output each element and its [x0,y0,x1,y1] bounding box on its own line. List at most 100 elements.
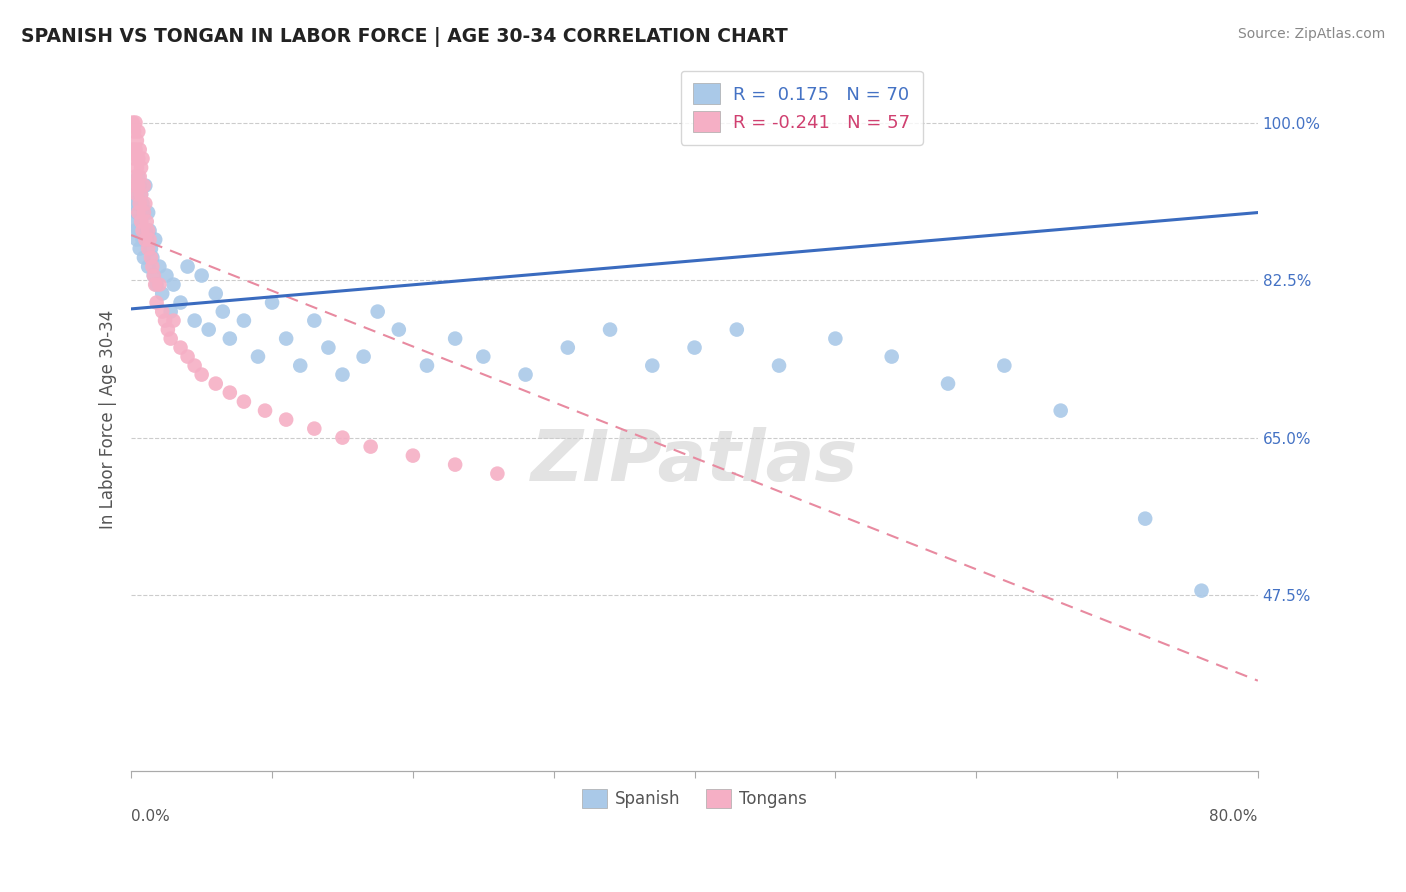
Point [290,359,312,373]
Point [136,223,159,237]
Point [134,223,156,237]
Point [128,178,150,193]
Point [176,260,198,274]
Point [169,295,191,310]
Point [132,178,155,193]
Point [128,169,150,184]
Point [304,313,326,327]
Point [444,332,467,346]
Point [176,350,198,364]
Point [159,332,181,346]
Point [132,205,155,219]
Point [444,458,467,472]
Text: 80.0%: 80.0% [1209,809,1258,824]
Point [246,350,269,364]
Point [1191,583,1213,598]
Point [153,313,176,327]
Point [125,233,148,247]
Point [127,169,149,184]
Point [169,341,191,355]
Point [139,251,162,265]
Point [1049,403,1071,417]
Point [128,196,150,211]
Point [128,242,150,256]
Point [131,233,153,247]
Point [183,359,205,373]
Point [129,161,152,175]
Point [683,341,706,355]
Point [136,205,159,219]
Point [486,467,509,481]
Point [254,403,277,417]
Point [156,322,179,336]
Point [131,196,153,211]
Point [148,260,170,274]
Point [360,440,382,454]
Point [218,332,240,346]
Text: 0.0%: 0.0% [131,809,170,824]
Point [515,368,537,382]
Point [332,431,354,445]
Point [416,359,439,373]
Point [129,214,152,228]
Point [204,376,226,391]
Point [121,143,143,157]
Point [232,394,254,409]
Point [367,304,389,318]
Text: SPANISH VS TONGAN IN LABOR FORCE | AGE 30-34 CORRELATION CHART: SPANISH VS TONGAN IN LABOR FORCE | AGE 3… [21,27,787,46]
Point [122,178,145,193]
Point [139,242,162,256]
Point [143,277,166,292]
Point [124,115,146,129]
Point [880,350,903,364]
Point [159,304,181,318]
Point [142,268,165,283]
Point [131,223,153,237]
Point [150,286,173,301]
Point [127,124,149,138]
Point [124,143,146,157]
Text: ZIPatlas: ZIPatlas [531,427,858,496]
Point [122,214,145,228]
Point [127,205,149,219]
Point [134,196,156,211]
Point [218,385,240,400]
Point [183,313,205,327]
Point [142,268,165,283]
Point [190,368,212,382]
Point [124,187,146,202]
Point [332,368,354,382]
Point [141,251,163,265]
Point [725,322,748,336]
Point [472,350,495,364]
Point [150,304,173,318]
Point [136,260,159,274]
Point [145,295,167,310]
Point [127,196,149,211]
Point [276,332,298,346]
Point [125,134,148,148]
Point [190,268,212,283]
Point [134,178,156,193]
Point [262,295,284,310]
Point [1133,511,1156,525]
Point [125,205,148,219]
Point [125,187,148,202]
Point [132,205,155,219]
Legend: Spanish, Tongans: Spanish, Tongans [575,782,814,815]
Point [135,233,157,247]
Point [141,260,163,274]
Point [135,214,157,228]
Point [936,376,959,391]
Point [143,233,166,247]
Point [127,223,149,237]
Point [211,304,233,318]
Point [824,332,846,346]
Point [388,322,411,336]
Point [148,277,170,292]
Point [304,422,326,436]
Point [128,143,150,157]
Point [162,313,184,327]
Point [127,152,149,166]
Point [768,359,790,373]
